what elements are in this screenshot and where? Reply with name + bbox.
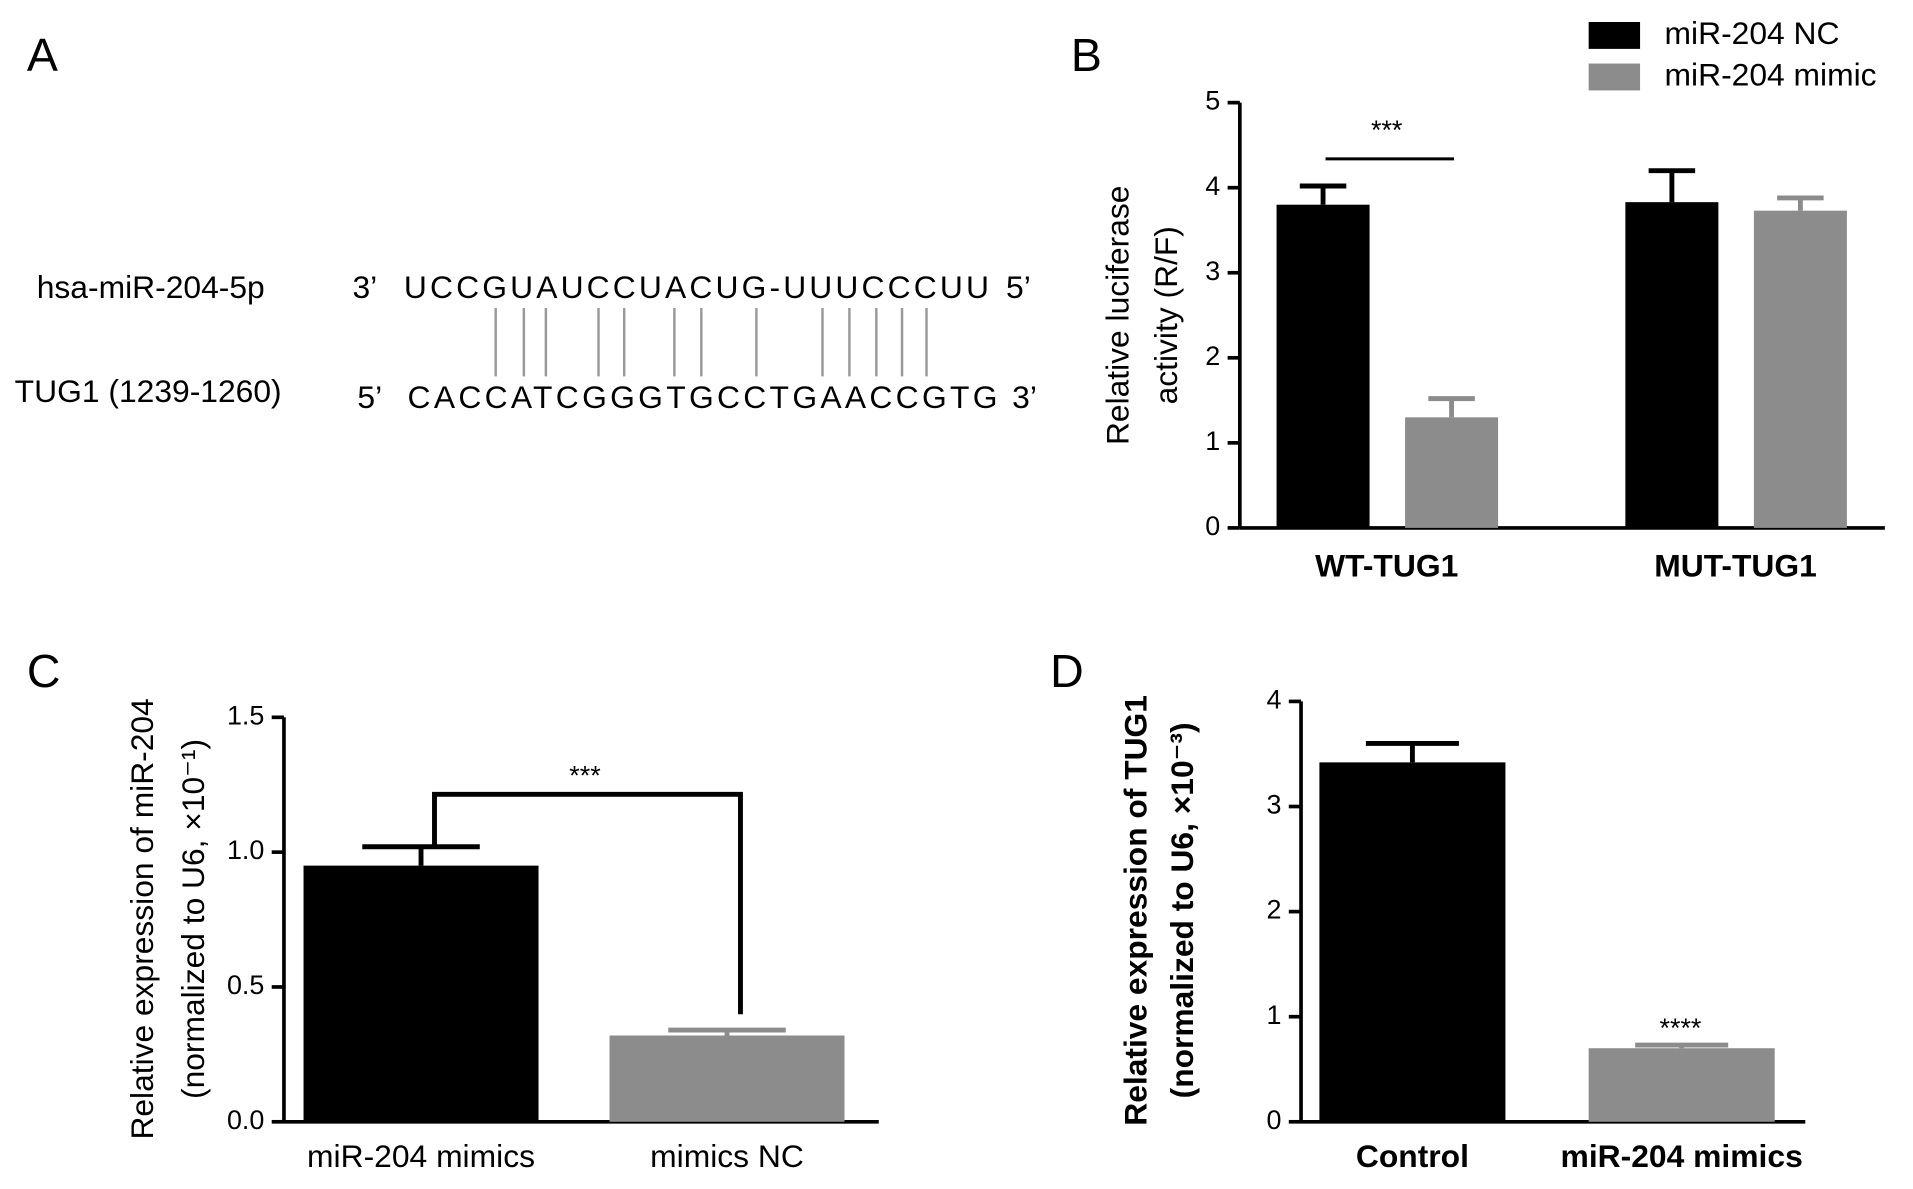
sequence: UCCGUAUCCUACUG-UUUCCCUU (404, 269, 989, 305)
legend-swatch (1588, 21, 1641, 49)
y-axis-label: Relative expression of TUG1 (1118, 695, 1154, 1126)
legend-swatch (1588, 63, 1641, 91)
y-axis-label: Relative luciferase (1099, 186, 1135, 445)
bar (1276, 204, 1370, 528)
error-bar (1777, 195, 1824, 211)
y-tick-label: 1.0 (227, 835, 264, 865)
sequence-name: hsa-miR-204-5p (37, 269, 265, 305)
y-tick-label: 4 (1205, 171, 1220, 201)
y-axis-label: (normalized to U6, ×10⁻³) (1164, 722, 1200, 1098)
y-tick-label: 3 (1266, 790, 1281, 820)
x-tick-label: Control (1356, 1138, 1469, 1174)
annotation: *** (1371, 115, 1403, 145)
y-tick-label: 1.5 (227, 700, 264, 730)
x-tick-label: MUT-TUG1 (1654, 548, 1817, 584)
y-tick-label: 2 (1205, 341, 1220, 371)
panel-label: A (27, 29, 58, 81)
legend-label: miR-204 mimic (1665, 56, 1877, 92)
y-tick-label: 0.5 (227, 970, 264, 1000)
bar (1405, 417, 1499, 528)
error-bar (1299, 183, 1347, 205)
x-tick-label: WT-TUG1 (1315, 548, 1458, 584)
y-tick-label: 1 (1266, 1000, 1281, 1030)
error-bar (668, 1027, 786, 1036)
significance-bracket (432, 791, 743, 1015)
y-tick-label: 5 (1205, 86, 1220, 116)
legend-label: miR-204 NC (1665, 15, 1840, 51)
y-tick-label: 2 (1266, 895, 1281, 925)
x-tick-label: miR-204 mimics (1561, 1138, 1803, 1174)
error-bar (1648, 168, 1696, 203)
bar (609, 1035, 845, 1122)
y-tick-label: 0.0 (227, 1105, 264, 1135)
bar (1319, 762, 1506, 1122)
error-bar (362, 844, 480, 866)
y-tick-label: 0 (1205, 511, 1220, 541)
bar (303, 865, 539, 1122)
panel-label: D (1050, 645, 1084, 697)
x-tick-label: mimics NC (650, 1138, 804, 1174)
panel-label: C (27, 645, 61, 697)
y-axis-label: Relative expression of miR-204 (124, 698, 160, 1139)
sequence: CACCATCGGGTGCCTGAACCGTG (408, 379, 998, 415)
sequence-end: 3’ (1012, 379, 1037, 415)
sequence-name: TUG1 (1239-1260) (15, 373, 282, 409)
y-tick-label: 1 (1205, 426, 1220, 456)
bar (1753, 210, 1847, 528)
annotation: *** (569, 760, 601, 790)
error-bar (1428, 396, 1475, 418)
error-bar (1365, 741, 1459, 763)
sequence-end: 5’ (357, 379, 382, 415)
annotation: **** (1660, 1013, 1702, 1043)
bar (1588, 1048, 1775, 1122)
base-pairs (494, 307, 928, 377)
y-tick-label: 3 (1205, 256, 1220, 286)
bar (1625, 202, 1719, 528)
y-tick-label: 0 (1266, 1105, 1281, 1135)
sequence-end: 3’ (352, 269, 377, 305)
y-axis-label: activity (R/F) (1148, 226, 1184, 404)
x-tick-label: miR-204 mimics (307, 1138, 535, 1174)
panel-label: B (1071, 29, 1102, 81)
sequence-end: 5’ (1006, 269, 1031, 305)
error-bar (1635, 1042, 1729, 1049)
y-tick-label: 4 (1266, 685, 1281, 715)
y-axis-label: (normalized to U6, ×10⁻¹) (175, 739, 211, 1099)
